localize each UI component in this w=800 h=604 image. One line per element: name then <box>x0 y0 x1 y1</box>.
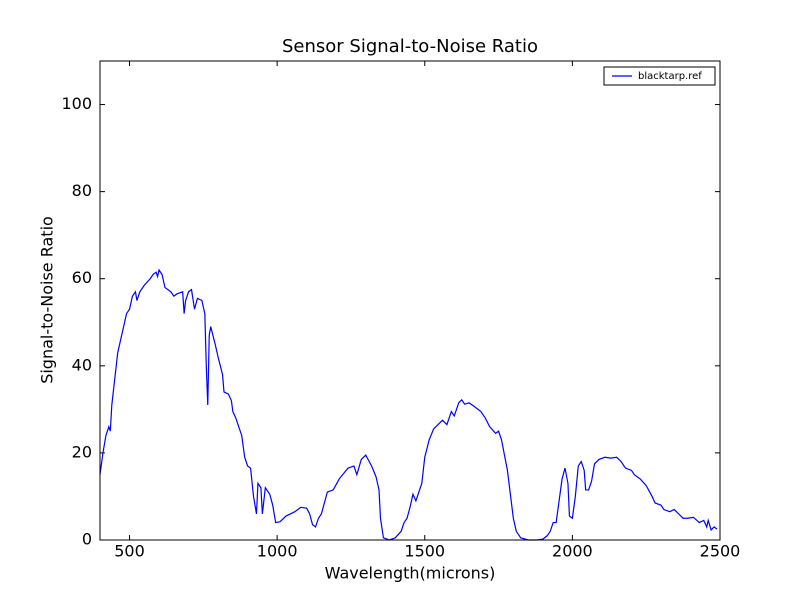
x-tick-label: 2000 <box>552 542 593 561</box>
y-tick-label: 20 <box>72 442 92 461</box>
y-tick-label: 100 <box>61 94 92 113</box>
y-tick-label: 0 <box>82 530 92 549</box>
x-tick-label: 1500 <box>404 542 445 561</box>
plot-frame <box>99 60 721 541</box>
x-axis-label: Wavelength(microns) <box>325 564 496 583</box>
legend-label: blacktarp.ref <box>638 71 702 82</box>
y-axis-label: Signal-to-Noise Ratio <box>38 216 57 384</box>
y-tick-label: 80 <box>72 181 92 200</box>
x-tick-label: 2500 <box>700 542 741 561</box>
y-tick-label: 60 <box>72 268 92 287</box>
data-line <box>99 268 718 541</box>
chart-title: Sensor Signal-to-Noise Ratio <box>282 36 538 57</box>
legend-box <box>603 66 716 86</box>
x-tick-label: 1000 <box>257 542 298 561</box>
y-tick-label: 40 <box>72 355 92 374</box>
x-tick-label: 500 <box>114 542 145 561</box>
